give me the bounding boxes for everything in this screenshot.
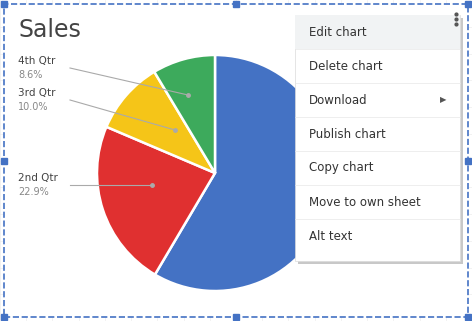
Wedge shape [155, 55, 333, 291]
Text: Edit chart: Edit chart [309, 25, 367, 39]
Text: 4th Qtr: 4th Qtr [18, 56, 55, 66]
Text: 10.0%: 10.0% [18, 102, 49, 112]
Bar [233, 1, 239, 7]
Text: ▶: ▶ [439, 96, 446, 105]
FancyBboxPatch shape [295, 15, 460, 49]
Bar [233, 314, 239, 320]
Bar [1, 158, 7, 163]
Text: Delete chart: Delete chart [309, 59, 383, 73]
FancyBboxPatch shape [298, 18, 463, 264]
Bar [465, 314, 471, 320]
Text: Copy chart: Copy chart [309, 161, 373, 175]
Text: Publish chart: Publish chart [309, 127, 386, 141]
Text: Download: Download [309, 93, 368, 107]
Bar [1, 314, 7, 320]
Text: Move to own sheet: Move to own sheet [309, 195, 421, 209]
FancyBboxPatch shape [295, 15, 460, 261]
Wedge shape [106, 72, 215, 173]
Bar [465, 1, 471, 7]
Text: 22.9%: 22.9% [18, 187, 49, 197]
Text: 8.6%: 8.6% [18, 70, 42, 80]
Text: Alt text: Alt text [309, 230, 353, 242]
Text: 3rd Qtr: 3rd Qtr [18, 88, 56, 98]
Wedge shape [97, 127, 215, 274]
Bar [465, 158, 471, 163]
Bar [1, 1, 7, 7]
FancyBboxPatch shape [4, 4, 468, 317]
Text: Sales: Sales [18, 18, 81, 42]
Text: 2nd Qtr: 2nd Qtr [18, 173, 58, 183]
Wedge shape [154, 55, 215, 173]
